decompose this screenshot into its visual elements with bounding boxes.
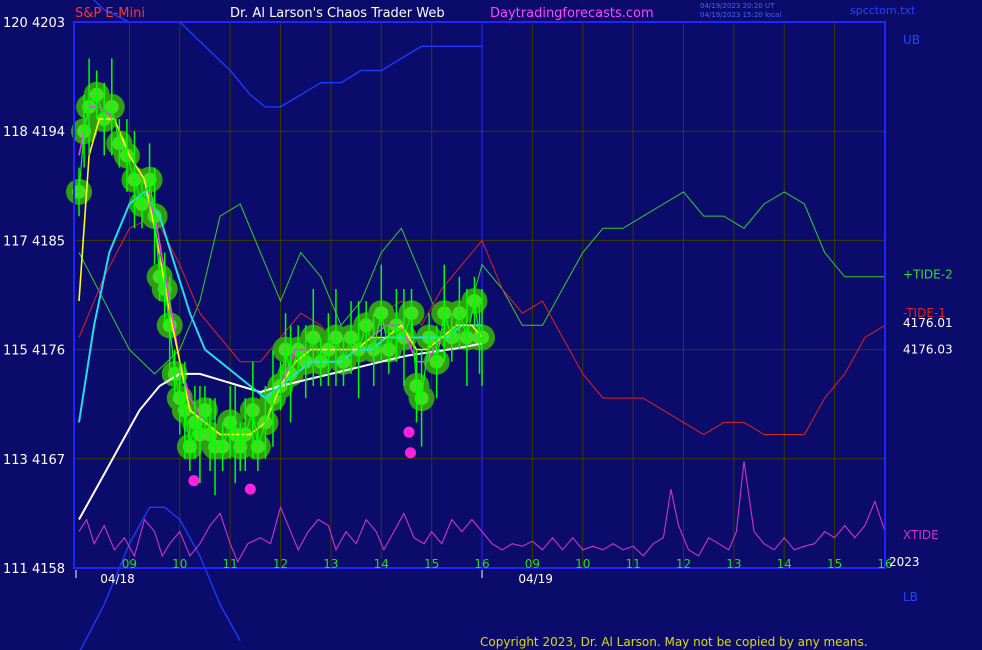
y-tick-label: 115 4176 bbox=[3, 344, 65, 359]
y-tick-label: 120 4203 bbox=[3, 16, 65, 31]
tide-plus2-line bbox=[78, 191, 885, 375]
turn-markers bbox=[188, 426, 416, 495]
right-label: LB bbox=[903, 590, 918, 604]
copyright: Copyright 2023, Dr. Al Larson. May not b… bbox=[480, 635, 868, 649]
x-tick-label: 14 bbox=[374, 557, 389, 571]
x-tick-label: 12 bbox=[676, 557, 691, 571]
symbol-label: S&P E-Mini bbox=[75, 6, 145, 21]
y-tick-label: 117 4185 bbox=[3, 234, 65, 249]
date-label: 04/18 bbox=[100, 572, 135, 586]
x-tick-label: 15 bbox=[827, 557, 842, 571]
stamp-line-1: 04/19/2023 20:20 UT bbox=[700, 2, 775, 10]
turn-marker bbox=[404, 447, 416, 459]
tide-lines bbox=[78, 191, 886, 436]
file-label: spcctom.txt bbox=[850, 4, 916, 17]
x-tick-label: 14 bbox=[777, 557, 792, 571]
plot-frame bbox=[73, 21, 886, 569]
year-label: 2023 bbox=[889, 555, 920, 569]
date-label: 04/19 bbox=[518, 572, 553, 586]
chart-title: Dr. Al Larson's Chaos Trader Web bbox=[230, 6, 445, 21]
tide-minus1-line bbox=[78, 215, 886, 436]
turn-marker bbox=[403, 426, 415, 438]
right-label: +TIDE-2 bbox=[903, 267, 953, 281]
lower-band-line bbox=[79, 506, 241, 650]
frame-rect bbox=[73, 21, 886, 569]
price-line-layer bbox=[78, 58, 483, 496]
x-tick-label: 16 bbox=[877, 557, 892, 571]
right-label: 4176.03 bbox=[903, 343, 953, 357]
xtide-line bbox=[78, 461, 886, 564]
y-tick-label: 118 4194 bbox=[3, 125, 65, 140]
x-tick-label: 10 bbox=[172, 557, 187, 571]
slow-average-line bbox=[78, 342, 483, 520]
x-tick-label: 09 bbox=[525, 557, 540, 571]
right-label: -TIDE-1 bbox=[903, 306, 946, 320]
x-tick-label: 16 bbox=[474, 557, 489, 571]
x-tick-label: 09 bbox=[122, 557, 137, 571]
price-line bbox=[78, 93, 482, 449]
x-axis-labels: 09 10 11 12 13 14 15 16 09 10 11 12 13 14 15 16202304/1… bbox=[75, 555, 920, 586]
x-tick-label: 11 bbox=[625, 557, 640, 571]
right-label: XTIDE bbox=[903, 528, 939, 542]
x-tick-label: 13 bbox=[323, 557, 338, 571]
y-tick-label: 113 4167 bbox=[3, 453, 65, 468]
x-tick-label: 10 bbox=[575, 557, 590, 571]
right-label: UB bbox=[903, 33, 920, 47]
x-tick-label: 13 bbox=[726, 557, 741, 571]
right-label: 4176.01 bbox=[903, 316, 953, 330]
turn-marker bbox=[188, 475, 200, 487]
y-axis-labels: 120 4203 118 4194 117 4185 115 4176 113 4167… bbox=[3, 16, 65, 577]
y-tick-label: 111 4158 bbox=[3, 562, 65, 577]
x-tick-label: 15 bbox=[424, 557, 439, 571]
turn-marker bbox=[244, 483, 256, 495]
x-tick-label: 12 bbox=[273, 557, 288, 571]
site-label: Daytradingforecasts.com bbox=[490, 6, 654, 21]
stamp-line-2: 04/19/2023 15:20 local bbox=[700, 11, 781, 19]
x-tick-label: 11 bbox=[223, 557, 238, 571]
xtide-layer bbox=[78, 461, 886, 564]
